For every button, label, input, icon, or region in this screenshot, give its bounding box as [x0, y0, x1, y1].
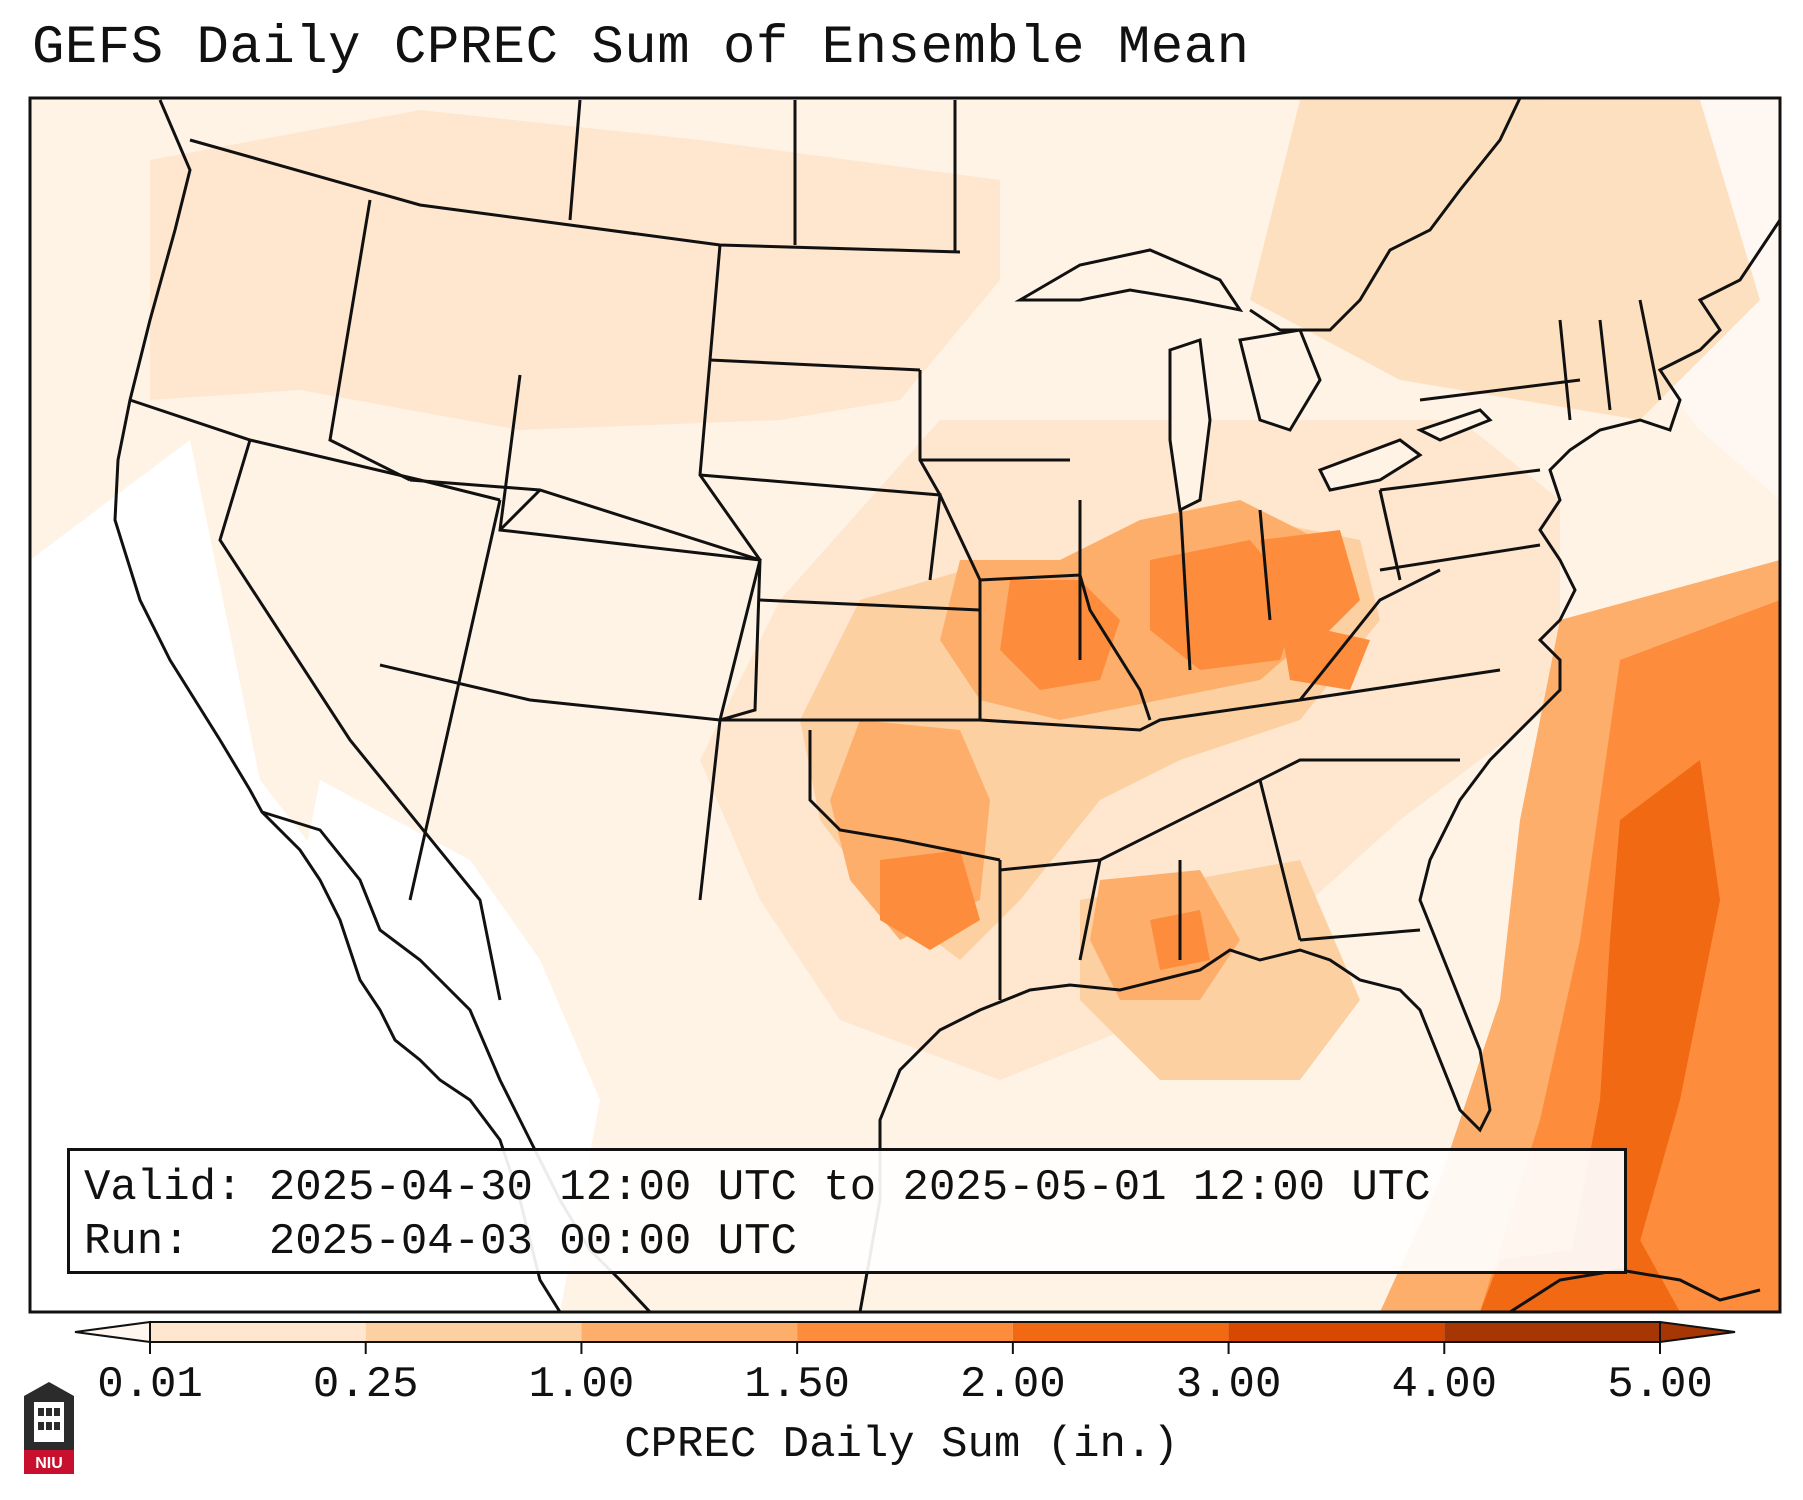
colorbar-tick-label: 1.00: [528, 1360, 635, 1410]
colorbar-label: CPREC Daily Sum (in.): [624, 1420, 1179, 1470]
great-lakes: [1014, 248, 1493, 513]
valid-value: 2025-04-30 12:00 UTC to 2025-05-01 12:00…: [268, 1163, 1431, 1213]
colorbar-tick-label: 2.00: [960, 1360, 1066, 1410]
colorbar-tick-label: 0.25: [312, 1360, 419, 1410]
colorbar-tick-label: 5.00: [1607, 1360, 1713, 1410]
colorbar-extend-low: [74, 1320, 151, 1344]
colorbar-segment: [1444, 1322, 1660, 1342]
info-box: Valid: 2025-04-30 12:00 UTC to 2025-05-0…: [67, 1148, 1627, 1274]
run-value: 2025-04-03 00:00 UTC: [268, 1217, 797, 1267]
colorbar: [74, 1320, 1736, 1354]
valid-label: Valid:: [84, 1163, 243, 1213]
logo-text: NIU: [35, 1455, 63, 1472]
colorbar-segment: [1228, 1322, 1445, 1342]
colorbar-tick-label: 4.00: [1391, 1360, 1498, 1410]
colorbar-segment: [581, 1322, 798, 1342]
colorbar-frame: [149, 1321, 1661, 1343]
precip-field: [30, 98, 1780, 1312]
colorbar-segment: [797, 1322, 1013, 1342]
colorbar-tick-label: 0.01: [97, 1360, 203, 1410]
colorbar-segment: [150, 1322, 366, 1342]
colorbar-extend-high: [1659, 1320, 1736, 1344]
map-frame: [28, 96, 1782, 1314]
run-label: Run:: [84, 1217, 190, 1267]
map-title: GEFS Daily CPREC Sum of Ensemble Mean: [32, 18, 1250, 79]
colorbar-tick-label: 1.50: [744, 1360, 850, 1410]
colorbar-segment: [1012, 1322, 1229, 1342]
state-boundaries: [129, 99, 1662, 1001]
niu-logo-icon: [24, 1382, 74, 1474]
colorbar-segment: [365, 1322, 582, 1342]
colorbar-tick-label: 3.00: [1175, 1360, 1282, 1410]
